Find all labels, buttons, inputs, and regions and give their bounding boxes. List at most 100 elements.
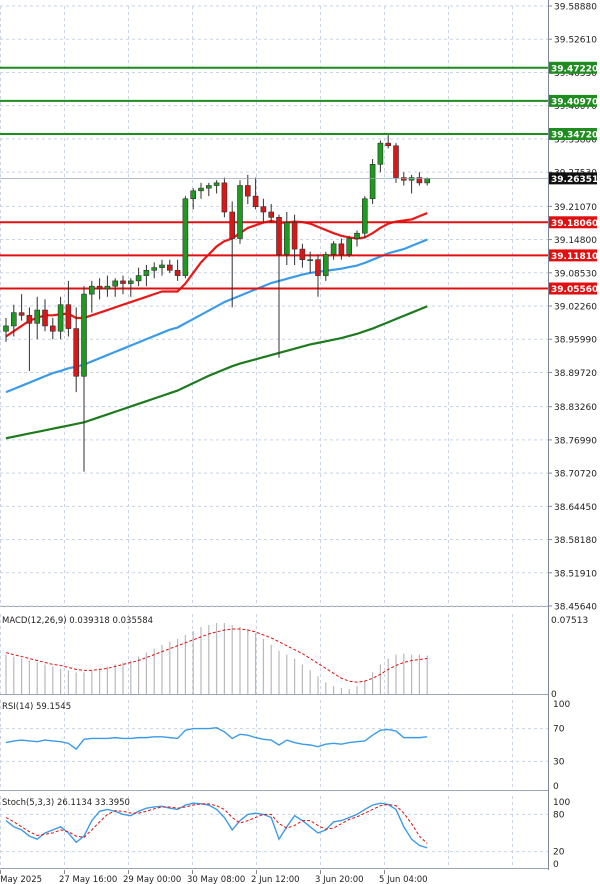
time-axis: 6 May 2025 27 May 16:00 29 May 00:00 30 May… <box>0 870 428 884</box>
candle-body <box>213 182 220 186</box>
candle-body <box>221 182 228 213</box>
level-label: 39.18060 <box>551 219 598 229</box>
candle-body <box>128 280 134 284</box>
candle-body <box>408 177 415 181</box>
level-label-bg <box>549 216 597 229</box>
macd-tick-label: 0 <box>551 690 557 700</box>
candle-body <box>369 164 376 200</box>
candle-body <box>34 309 41 324</box>
level-label-bg <box>549 94 597 107</box>
price-tick-label: 39.21070 <box>554 203 597 213</box>
level-label-bg <box>549 61 597 74</box>
candle-body <box>198 187 204 192</box>
time-tick-label: 27 May 16:00 <box>59 875 117 884</box>
candle-body <box>120 280 126 284</box>
price-tick-label: 38.45640 <box>554 603 597 613</box>
rsi-label: RSI(14) 59.1545 <box>2 702 71 712</box>
time-tick-label: 3 Jun 20:00 <box>315 875 364 884</box>
stoch-label: Stoch(5,3,3) 26.1134 33.3950 <box>2 798 130 808</box>
candle-body <box>252 195 259 208</box>
candle-body <box>112 280 118 287</box>
candle-body <box>3 325 9 332</box>
macd-signal-line <box>5 628 428 683</box>
candle-body <box>260 206 267 213</box>
candle-body <box>174 269 181 276</box>
level-label: 39.34720 <box>551 131 598 141</box>
candle-body <box>135 275 142 282</box>
time-tick-label: 30 May 08:00 <box>187 875 245 884</box>
candle-body <box>143 269 150 276</box>
grid <box>0 0 549 870</box>
price-tick-label: 38.51910 <box>554 569 597 579</box>
level-label: 39.40970 <box>551 97 598 107</box>
candle-body <box>291 222 298 250</box>
price-tick-label: 39.40070 <box>554 102 597 112</box>
rsi-tick-label: 30 <box>553 757 565 767</box>
level-label: 39.05560 <box>551 285 598 295</box>
candle-body <box>96 285 103 290</box>
level-label: 39.47220 <box>551 64 598 74</box>
current-price-bg <box>549 172 597 185</box>
stoch-tick-label: 100 <box>553 798 570 808</box>
price-tick-label: 39.14800 <box>554 236 597 246</box>
price-tick-label: 38.70720 <box>554 470 597 480</box>
candle-body <box>73 328 79 377</box>
candle-body <box>190 190 196 200</box>
candle-body <box>377 142 384 165</box>
stoch-tick-label: 20 <box>553 848 565 858</box>
macd-panel: MACD(12,26,9) 0.039318 0.035584 <box>2 616 428 694</box>
candle-body <box>354 232 360 239</box>
moving-average-line <box>5 305 428 440</box>
price-tick-label: 39.52610 <box>554 36 597 46</box>
candle-body <box>26 315 33 324</box>
price-axis: 39.58880 39.52610 39.46330 39.40070 39.33800… <box>548 3 598 870</box>
level-label-bg <box>549 282 597 295</box>
candle-body <box>393 145 399 178</box>
candle-body <box>229 211 235 239</box>
rsi-tick-label: 0 <box>553 782 559 792</box>
time-tick-label: 5 Jun 04:00 <box>379 875 428 884</box>
level-label-bg <box>549 249 597 262</box>
price-tick-label: 38.95990 <box>554 336 597 346</box>
price-tick-label: 38.58180 <box>554 536 597 546</box>
candle-body <box>346 238 353 255</box>
candle-body <box>245 185 251 197</box>
rsi-panel: RSI(14) 59.1545 <box>0 702 548 762</box>
candle-body <box>361 198 368 234</box>
candle-body <box>182 198 189 276</box>
candle-body <box>299 248 306 260</box>
macd-label: MACD(12,26,9) 0.039318 0.035584 <box>2 616 153 626</box>
candle-body <box>42 309 48 327</box>
price-tick-label: 38.83260 <box>554 403 597 413</box>
candle-body <box>151 267 157 271</box>
price-tick-label: 39.02260 <box>554 303 597 313</box>
time-tick-label: 2 Jun 12:00 <box>251 875 300 884</box>
current-price-label: 39.26351 <box>551 175 598 185</box>
stoch-tick-label: 80 <box>553 810 565 820</box>
time-tick-label: 29 May 00:00 <box>123 875 181 884</box>
stoch-d-line <box>5 803 428 844</box>
candle-body <box>424 178 431 184</box>
macd-tick-label: 0.07513 <box>551 616 588 626</box>
rsi-tick-label: 100 <box>553 700 570 710</box>
candle-body <box>276 217 282 255</box>
candle-body <box>81 293 87 377</box>
candle-body <box>400 177 407 181</box>
price-tick-label: 38.89720 <box>554 369 597 379</box>
level-label: 39.11810 <box>551 252 598 262</box>
candle-body <box>322 254 329 276</box>
candle-body <box>57 304 64 332</box>
candle-body <box>315 259 321 276</box>
price-tick-label: 38.76990 <box>554 436 597 446</box>
rsi-line <box>5 727 428 751</box>
candle-body <box>416 177 423 184</box>
level-label-bg <box>549 128 597 141</box>
candle-body <box>11 312 17 327</box>
candle-body <box>338 243 345 255</box>
candle-body <box>237 185 243 239</box>
price-tick-label: 39.46330 <box>554 69 597 79</box>
price-tick-label: 38.64450 <box>554 503 597 513</box>
candle-body <box>159 264 165 268</box>
candle-body <box>268 211 275 218</box>
candle-body <box>167 264 173 271</box>
